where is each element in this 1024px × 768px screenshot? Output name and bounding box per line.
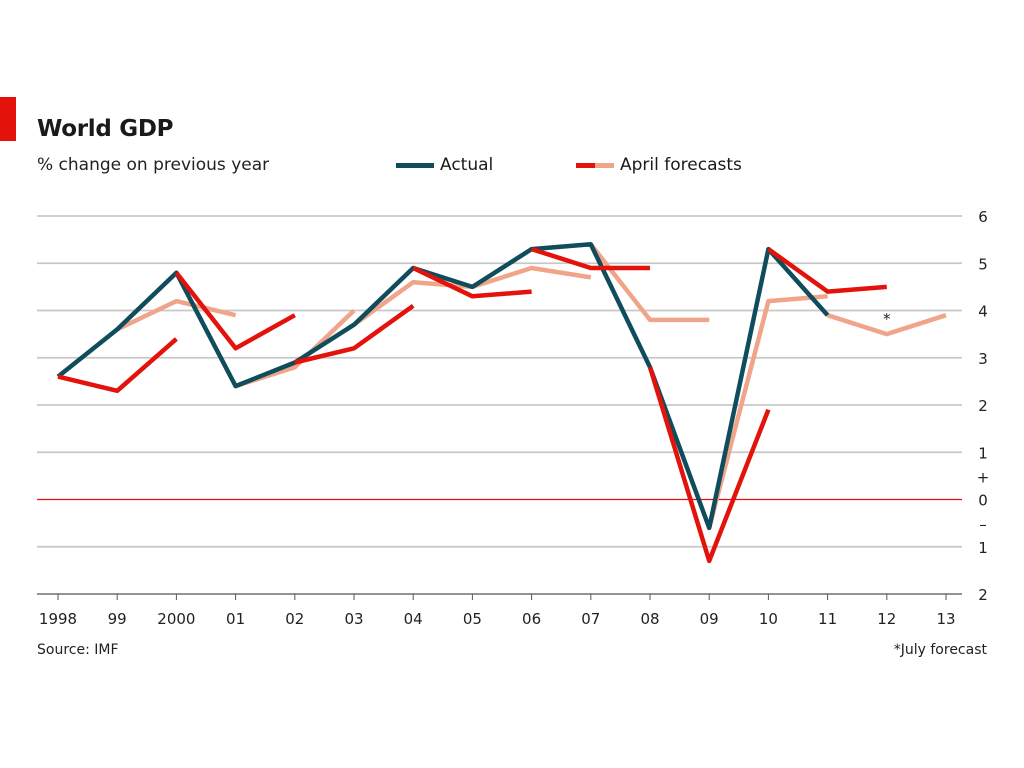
x-tick-label: 06 [522,610,541,628]
x-tick-label: 02 [285,610,304,628]
x-tick-label: 04 [404,610,423,628]
x-tick-label: 07 [581,610,600,628]
legend-label-april: April forecasts [620,155,742,175]
series-line-forecast-pink [116,298,237,332]
y-tick-label: 2 [978,397,988,415]
footnote: *July forecast [893,642,987,658]
series-line-forecast-red [294,303,415,365]
x-tick-label: 09 [700,610,719,628]
legend-item-actual: Actual [396,155,493,175]
x-tick-label: 2000 [157,610,195,628]
july-forecast-asterisk: * [883,310,891,328]
accent-tab [0,97,16,141]
y-positive-sign: + [977,469,990,487]
x-tick-label: 05 [463,610,482,628]
source-note: Source: IMF [37,642,119,658]
series-line-forecast-red [647,366,771,564]
series-line-forecast-pink [826,313,947,337]
series-line-forecast-red [57,337,178,394]
chart-title: World GDP [37,116,174,142]
legend-swatch-april [576,162,614,168]
series-line-forecast-pink [707,294,828,529]
y-tick-label: 1 [978,539,988,557]
x-tick-label: 99 [108,610,127,628]
legend-swatch-actual [396,162,434,168]
x-tick-label: 03 [344,610,363,628]
legend-label-actual: Actual [440,155,494,175]
series-line-actual [56,242,830,531]
x-tick-label: 08 [640,610,659,628]
y-tick-label: 4 [978,303,988,321]
y-tick-label: 3 [978,350,988,368]
y-tick-label: 5 [978,255,988,273]
chart-subtitle: % change on previous year [37,155,270,175]
series-line-forecast-red [174,271,296,351]
y-tick-label: 0 [978,492,988,510]
series-line-forecast-red [530,246,650,271]
x-tick-label: 11 [818,610,837,628]
legend-item-april: April forecasts [576,155,742,175]
y-tick-label: 1 [978,444,988,462]
y-tick-label: 2 [978,586,988,604]
x-tick-label: 1998 [39,610,77,628]
x-tick-label: 13 [936,610,955,628]
x-tick-label: 10 [759,610,778,628]
y-tick-label: 6 [978,208,988,226]
x-tick-label: 01 [226,610,245,628]
y-negative-sign: – [979,516,987,534]
series-line-forecast-red [412,265,532,299]
series-line-forecast-pink [234,308,356,389]
x-tick-label: 12 [877,610,896,628]
series-line-forecast-red [767,247,887,294]
